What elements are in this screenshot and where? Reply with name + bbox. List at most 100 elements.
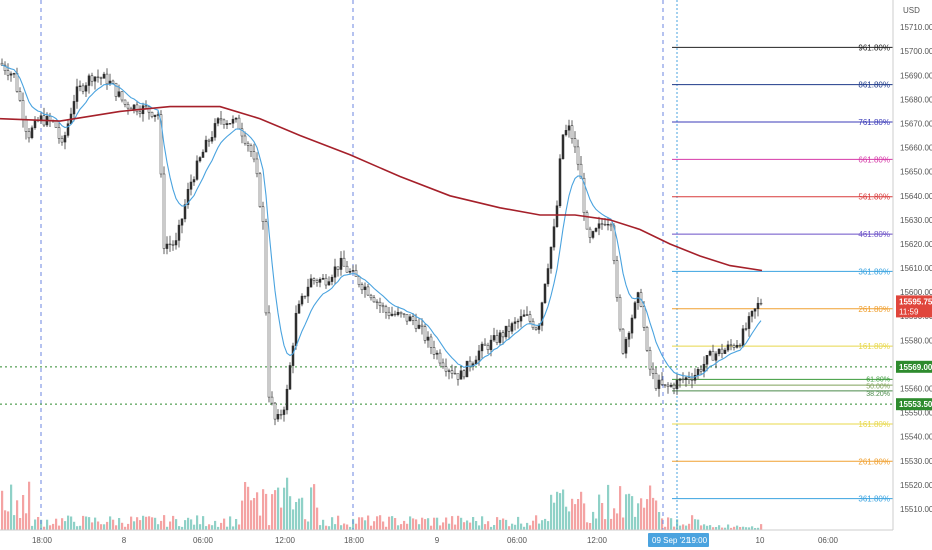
bar-countdown: 11:59 [899,307,919,316]
volume-bar [694,519,697,530]
candle-down [345,265,349,273]
candle-up [633,302,637,319]
candle-up [180,218,184,226]
volume-bar [184,520,187,530]
volume-bar [745,527,748,530]
volume-bar [454,524,457,530]
volume-bar [421,517,424,530]
volume-bar [655,500,658,530]
volume-bar [619,486,622,530]
volume-bar [319,525,322,530]
candle-up [705,355,709,365]
candle-down [315,280,319,283]
price-tick-label: 15600.00 [900,288,932,297]
volume-bar [436,517,439,530]
candle-up [498,332,502,343]
candle-up [492,335,496,341]
volume-bar [646,499,649,530]
candle-up [516,320,520,323]
volume-bar [439,525,442,530]
candle-up [714,353,718,361]
candle-down [138,111,142,114]
fib-level-label: 361.80% [858,495,890,504]
candle-up [12,73,16,75]
candle-down [273,402,277,420]
volume-bar [703,524,706,530]
time-tick-label: 18:00 [32,536,53,545]
candle-up [504,325,508,338]
currency-label: USD [903,6,920,15]
candle-up [567,125,571,131]
candle-up [306,286,310,297]
candle-up [330,276,334,282]
volume-bar [466,520,469,530]
price-axis[interactable] [893,0,932,530]
candle-down [585,212,589,230]
fib-level-label: 861.80% [858,81,890,90]
candle-up [543,283,547,303]
candle-down [645,327,649,351]
candle-down [366,286,370,296]
candle-down [648,350,652,370]
candle-up [30,127,34,139]
candle-down [603,223,607,226]
volume-bar [679,525,682,530]
volume-bar [349,526,352,530]
volume-bar [589,523,592,530]
candle-down [150,111,154,117]
candle-down [111,80,115,84]
candle-up [165,243,169,249]
volume-bar [742,526,745,530]
candle-up [9,73,13,76]
candle-down [399,311,403,315]
volume-bar [760,524,763,530]
volume-bar [223,518,226,530]
volume-bar [178,526,181,530]
price-tick-label: 15510.00 [900,505,932,514]
candle-down [486,345,490,350]
candle-up [627,332,631,340]
volume-bar [715,527,718,530]
volume-bar [301,497,304,530]
volume-bar [193,524,196,530]
fib-level-label: 361.80% [858,267,890,276]
volume-bar [256,492,259,530]
candle-down [432,347,436,355]
volume-bar [463,522,466,530]
candle-up [348,271,352,273]
price-tick-label: 15520.00 [900,481,932,490]
volume-bar [538,523,541,530]
candle-down [207,139,211,142]
candle-down [360,284,364,291]
candle-up [291,345,295,366]
candle-down [423,326,427,341]
fibonacci-extension: 961.80% 861.80% 761.80% 661.80% 561.80% 461.8… [672,43,893,504]
candle-up [693,374,697,381]
candle-up [75,86,79,102]
candle-down [81,85,85,92]
candle-up [669,384,673,387]
volume-bar [163,515,166,530]
candle-up [198,157,202,162]
volume-bar [187,517,190,530]
level-price-badge [896,360,932,373]
fib-level-label: 761.80% [858,118,890,127]
volume-bar [433,517,436,530]
candle-up [78,85,82,87]
candle-down [450,370,454,374]
volume-bar [130,516,133,530]
candle-down [147,106,151,113]
candle-up [333,266,337,278]
candle-up [204,139,208,153]
candle-up [597,223,601,229]
volume-bar [280,507,283,530]
candle-up [285,388,289,411]
candle-down [90,75,94,82]
volume-bar [283,487,286,530]
volume-bar [670,518,673,530]
candle-down [402,313,406,315]
volume-bar [367,515,370,530]
candle-down [303,295,307,298]
volume-bar [484,524,487,530]
